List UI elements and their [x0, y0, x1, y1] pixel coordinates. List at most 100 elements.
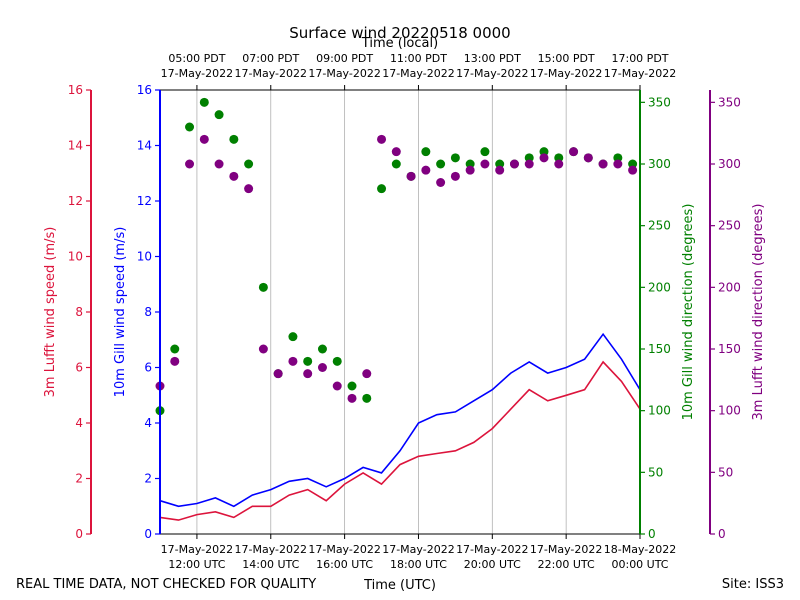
data-point [480, 159, 490, 169]
y-tick-label: 100 [718, 404, 741, 418]
data-point [539, 147, 549, 157]
data-point [377, 134, 387, 144]
data-point [185, 159, 195, 169]
data-point [303, 356, 313, 366]
x-tick-time: 12:00 UTC [168, 558, 225, 571]
data-point [450, 171, 460, 181]
data-point [303, 369, 313, 379]
data-point [628, 159, 638, 169]
y-tick-label: 0 [144, 527, 152, 541]
y-tick-label: 4 [144, 416, 152, 430]
data-point [465, 165, 475, 175]
y-tick-label: 250 [718, 219, 741, 233]
y-tick-label: 350 [648, 95, 671, 109]
footer-quality-note: REAL TIME DATA, NOT CHECKED FOR QUALITY [16, 577, 316, 592]
x-tick-date: 17-May-2022 [456, 543, 528, 556]
y-tick-label: 4 [75, 416, 83, 430]
y-tick-label: 50 [718, 465, 733, 479]
y-tick-label: 0 [648, 527, 656, 541]
y-tick-label: 14 [137, 139, 152, 153]
data-point [199, 134, 209, 144]
y-axis-label: 3m Lufft wind speed (m/s) [43, 227, 58, 398]
data-point [258, 344, 268, 354]
y-tick-label: 6 [144, 361, 152, 375]
data-point [583, 153, 593, 163]
data-point [229, 171, 239, 181]
data-point [613, 153, 623, 163]
y-tick-label: 300 [648, 157, 671, 171]
data-point [185, 122, 195, 132]
top-tick-date: 17-May-2022 [235, 67, 307, 80]
data-point [244, 184, 254, 194]
grid-layer [196, 90, 641, 534]
x-tick-date: 17-May-2022 [382, 543, 454, 556]
data-point [332, 356, 342, 366]
top-tick-date: 17-May-2022 [308, 67, 380, 80]
data-point [554, 159, 564, 169]
data-point [199, 97, 209, 107]
data-point [317, 363, 327, 372]
top-tick-time: 11:00 PDT [390, 52, 447, 65]
top-tick-date: 17-May-2022 [456, 67, 528, 80]
y-tick-label: 300 [718, 157, 741, 171]
axes-layer: 17-May-2022 12:00 UTC 17-May-2022 14:00 UTC… [43, 52, 766, 571]
y-tick-label: 200 [648, 280, 671, 294]
y-tick-label: 200 [718, 280, 741, 294]
data-point [613, 159, 623, 169]
data-point [480, 147, 490, 157]
top-tick-time: 07:00 PDT [242, 52, 299, 65]
x-tick-date: 18-May-2022 [604, 543, 676, 556]
top-tick-date: 17-May-2022 [382, 67, 454, 80]
y-tick-label: 6 [75, 361, 83, 375]
x-tick-date: 17-May-2022 [530, 543, 602, 556]
data-point [450, 153, 460, 163]
x-tick-time: 16:00 UTC [316, 558, 373, 571]
x-tick-time: 22:00 UTC [538, 558, 595, 571]
top-tick-date: 17-May-2022 [604, 67, 676, 80]
y-tick-label: 0 [75, 527, 83, 541]
data-point [524, 159, 534, 169]
data-point [421, 147, 431, 157]
data-point [273, 369, 283, 379]
data-point [598, 159, 608, 169]
y-tick-label: 0 [718, 527, 726, 541]
top-tick-time: 17:00 PDT [611, 52, 668, 65]
top-tick-time: 13:00 PDT [464, 52, 521, 65]
y-tick-label: 10 [68, 250, 83, 264]
y-axis-label: 3m Lufft wind direction (degrees) [751, 204, 766, 421]
x-tick-time: 14:00 UTC [242, 558, 299, 571]
data-point [569, 147, 579, 157]
y-tick-label: 12 [137, 194, 152, 208]
top-tick-time: 05:00 PDT [168, 52, 225, 65]
data-point [495, 159, 505, 169]
data-point [170, 344, 180, 354]
x-tick-date: 17-May-2022 [161, 543, 233, 556]
chart-title: Surface wind 20220518 0000 [289, 24, 510, 42]
series-line [159, 360, 641, 521]
data-point [170, 356, 180, 366]
y-tick-label: 16 [137, 83, 152, 97]
top-tick-date: 17-May-2022 [161, 67, 233, 80]
data-point [347, 393, 357, 403]
y-tick-label: 100 [648, 404, 671, 418]
data-point [347, 381, 357, 391]
data-point [244, 159, 254, 169]
series-line [159, 332, 641, 508]
footer-site: Site: ISS3 [722, 577, 784, 592]
data-point [391, 147, 401, 157]
series-layer [155, 97, 641, 521]
y-tick-label: 50 [648, 465, 663, 479]
data-point [214, 159, 224, 169]
data-point [539, 153, 549, 163]
y-tick-label: 8 [75, 305, 83, 319]
top-tick-time: 15:00 PDT [538, 52, 595, 65]
data-point [436, 178, 446, 187]
data-point [362, 393, 372, 403]
y-axis-label: 10m Gill wind direction (degrees) [681, 204, 696, 421]
data-point [554, 153, 564, 163]
x-tick-time: 20:00 UTC [464, 558, 521, 571]
y-axis-label: 10m Gill wind speed (m/s) [113, 227, 128, 398]
data-point [628, 165, 638, 175]
data-point [377, 184, 387, 194]
x-tick-time: 18:00 UTC [390, 558, 447, 571]
